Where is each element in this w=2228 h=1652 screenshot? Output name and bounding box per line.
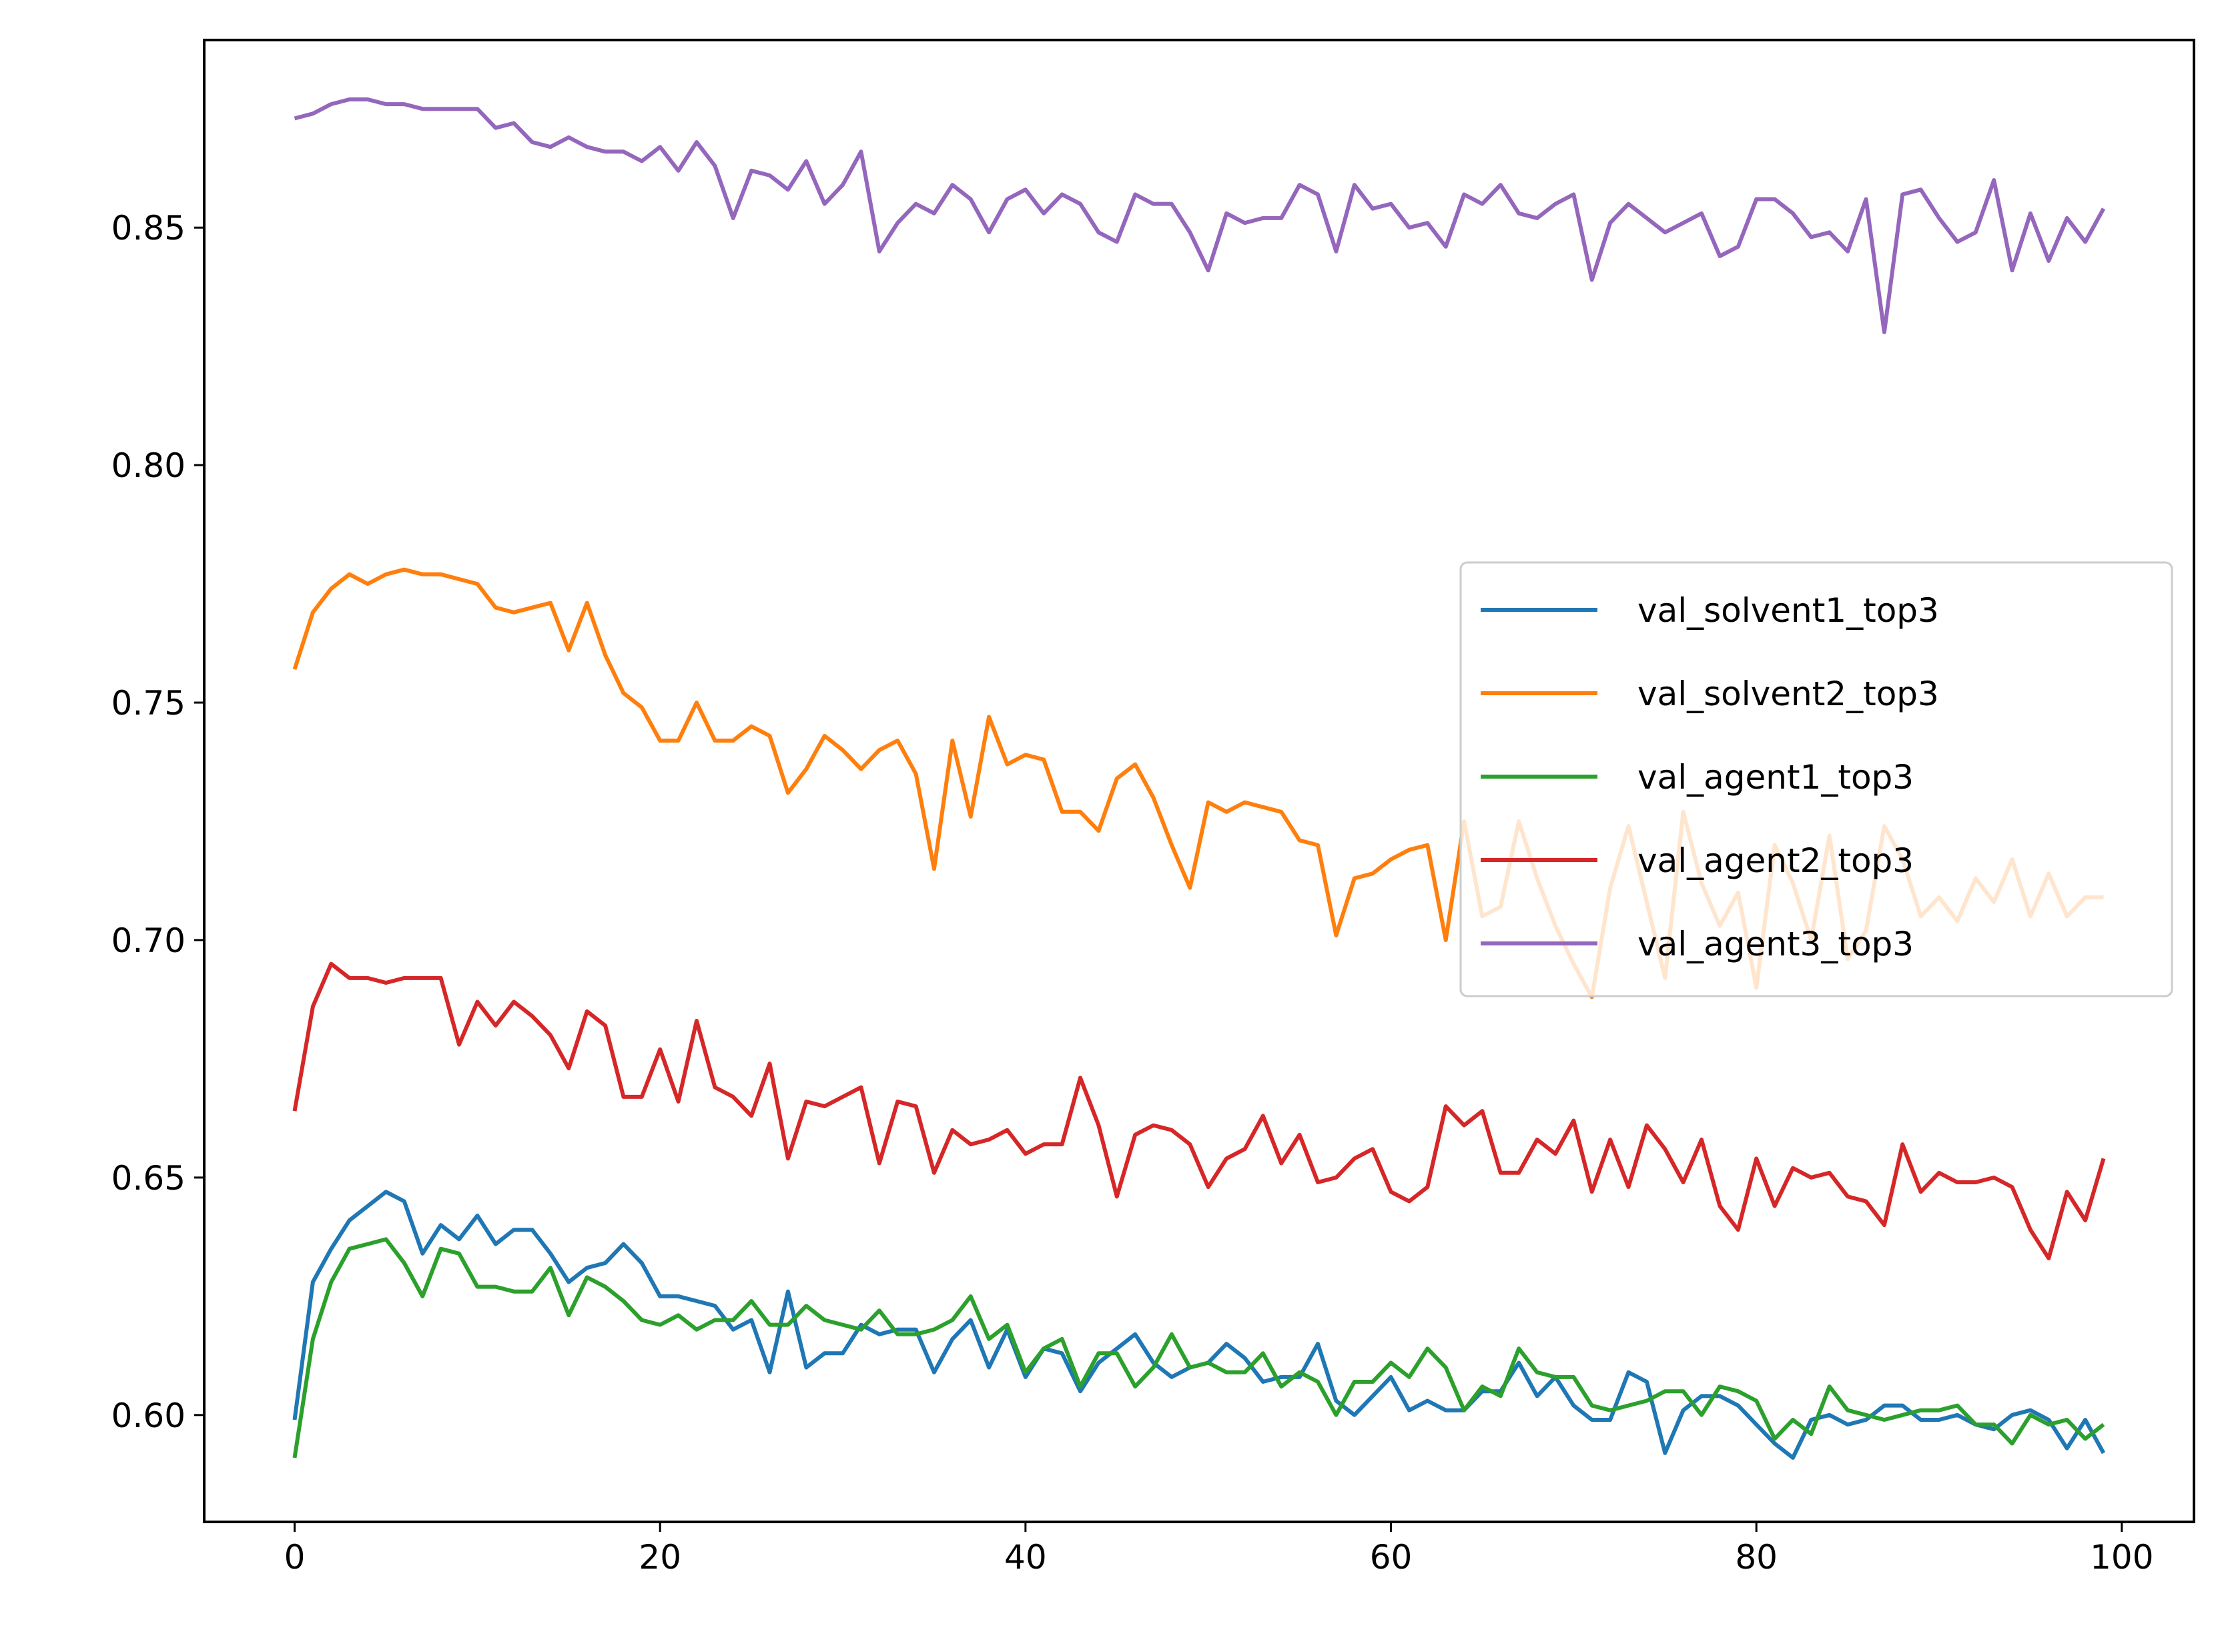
x-tick-label: 80 bbox=[1735, 1538, 1778, 1577]
x-tick-label: 0 bbox=[284, 1538, 306, 1577]
y-axis: 0.60 0.65 0.70 0.75 0.80 0.85 bbox=[111, 209, 204, 1435]
legend: val_solvent1_top3 val_solvent2_top3 val_ag… bbox=[1459, 561, 2173, 997]
legend-label: val_solvent1_top3 bbox=[1637, 591, 1939, 630]
plot-frame bbox=[203, 39, 2195, 1523]
series-line-val_agent2_top3 bbox=[292, 961, 2106, 1260]
x-axis: 0 20 40 60 80 100 bbox=[284, 1522, 2154, 1577]
x-tick-label: 60 bbox=[1370, 1538, 1413, 1577]
legend-label: val_agent1_top3 bbox=[1637, 758, 1914, 797]
legend-label: val_agent2_top3 bbox=[1637, 841, 1914, 880]
y-tick-label: 0.85 bbox=[111, 209, 185, 248]
y-tick-label: 0.75 bbox=[111, 684, 185, 723]
x-tick-label: 100 bbox=[2090, 1538, 2153, 1577]
series-line-val_agent1_top3 bbox=[292, 1237, 2105, 1459]
legend-label: val_agent3_top3 bbox=[1637, 925, 1914, 963]
y-tick-label: 0.80 bbox=[111, 446, 185, 485]
y-tick-label: 0.70 bbox=[111, 921, 185, 960]
y-tick-label: 0.60 bbox=[111, 1396, 185, 1435]
series-layer bbox=[292, 97, 2106, 1460]
legend-label: val_solvent2_top3 bbox=[1637, 675, 1939, 713]
y-tick-label: 0.65 bbox=[111, 1159, 185, 1198]
legend-box bbox=[1459, 561, 2173, 997]
series-line-val_agent3_top3 bbox=[294, 97, 2106, 334]
x-tick-label: 20 bbox=[639, 1538, 681, 1577]
x-tick-label: 40 bbox=[1004, 1538, 1047, 1577]
